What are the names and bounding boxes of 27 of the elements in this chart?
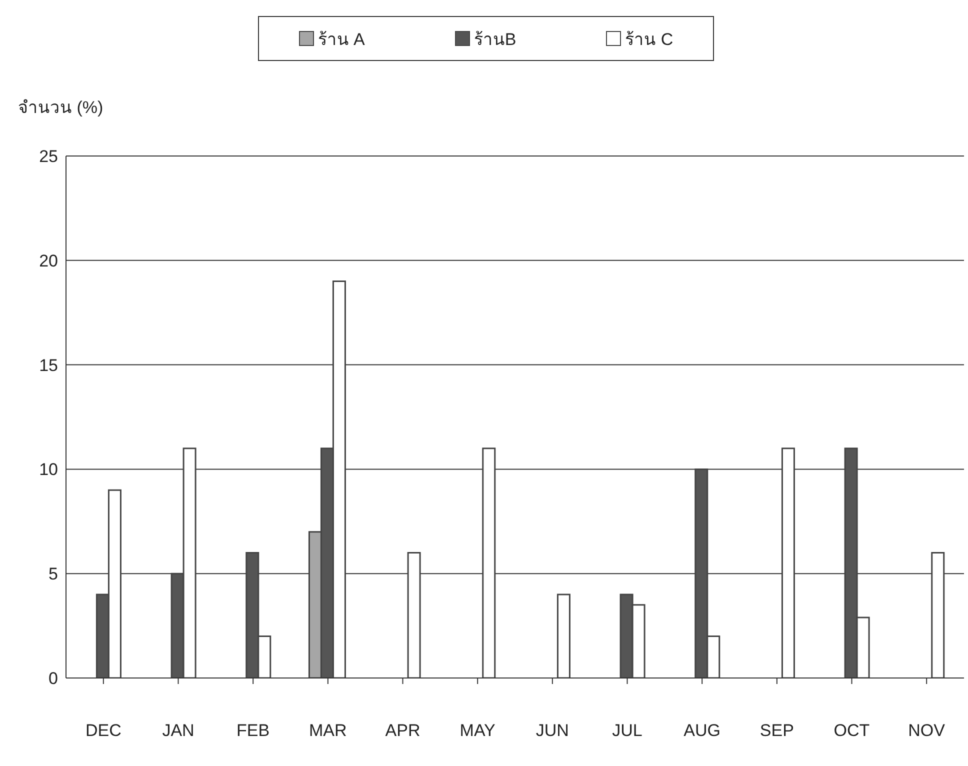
legend-label: ร้านB (472, 29, 516, 51)
y-tick-label: 10 (39, 460, 58, 480)
y-tick-label: 25 (39, 147, 58, 166)
x-tick-label: SEP (760, 721, 794, 740)
x-tick-label: MAR (309, 721, 347, 740)
x-tick-label: JUN (536, 721, 569, 740)
x-tick-label: AUG (684, 721, 721, 740)
bar (556, 594, 570, 678)
x-tick-label: JAN (162, 721, 194, 740)
y-tick-label: 20 (39, 251, 58, 270)
legend-label: ร้าน C (624, 29, 674, 51)
y-tick-label: 0 (48, 669, 58, 688)
bar (407, 552, 421, 678)
y-axis-title: จำนวน (%) (18, 97, 104, 119)
y-tick-label: 15 (39, 356, 58, 375)
bar (931, 552, 945, 678)
x-tick-label: JUL (612, 721, 642, 740)
x-tick-label: DEC (85, 721, 122, 740)
x-tick-label: FEB (236, 721, 270, 740)
x-tick-label: NOV (908, 721, 946, 740)
x-tick-label: APR (385, 721, 420, 740)
legend-label: ร้าน A (316, 29, 365, 51)
x-tick-label: MAY (460, 721, 496, 740)
bar (482, 448, 496, 678)
bar (781, 448, 795, 678)
x-tick-label: OCT (834, 721, 870, 740)
y-tick-label: 5 (48, 564, 58, 584)
